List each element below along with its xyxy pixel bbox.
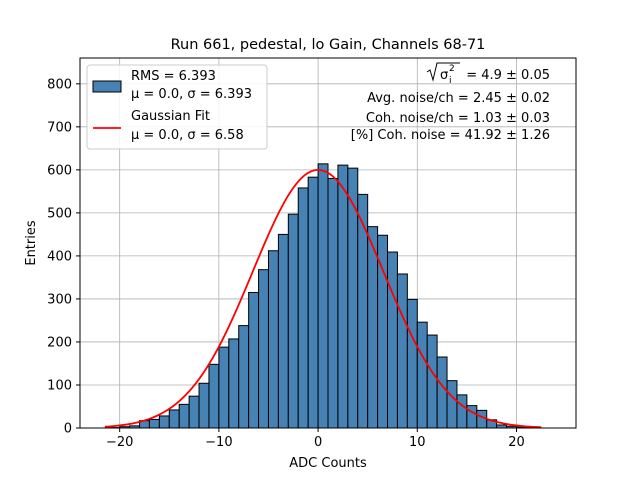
y-axis-label: Entries bbox=[24, 220, 39, 266]
sigma-symbol: σ bbox=[440, 68, 448, 83]
histogram-bar bbox=[307, 176, 319, 429]
sqrt-sigma-symbol: σ 2 i bbox=[426, 62, 460, 86]
histogram-bar bbox=[178, 403, 190, 429]
y-tick-label: 600 bbox=[47, 163, 72, 178]
sigma-superscript: 2 bbox=[449, 64, 455, 74]
gaussian-fit-curve bbox=[104, 168, 542, 429]
noise-annotations: σ 2 i = 4.9 ± 0.05 Avg. noise/ch = 2.45 … bbox=[351, 62, 550, 143]
legend-rms-params: μ = 0.0, σ = 6.393 bbox=[131, 87, 252, 102]
y-tick-label: 100 bbox=[47, 378, 72, 393]
histogram-bar bbox=[377, 234, 389, 429]
gaussian-fit-line bbox=[104, 168, 542, 429]
histogram-bar bbox=[277, 233, 289, 429]
x-axis-ticks: −20 −10 0 10 20 bbox=[106, 428, 525, 450]
chart-title: Run 661, pedestal, lo Gain, Channels 68-… bbox=[171, 37, 486, 53]
y-tick-label: 400 bbox=[47, 249, 72, 264]
histogram-bar bbox=[327, 177, 339, 429]
sigma-subscript: i bbox=[449, 76, 452, 86]
plot-frame bbox=[79, 57, 577, 429]
histogram-bars bbox=[109, 163, 537, 429]
histogram-bar bbox=[337, 164, 349, 429]
x-tick-label: 0 bbox=[314, 435, 322, 450]
x-tick-label: −20 bbox=[106, 435, 133, 450]
histogram-bar bbox=[238, 325, 250, 429]
sigma-i-value: = 4.9 ± 0.05 bbox=[466, 68, 550, 83]
y-tick-label: 0 bbox=[64, 422, 72, 437]
histogram-bar bbox=[387, 251, 398, 429]
histogram-bar bbox=[426, 334, 438, 429]
sqrt-radical-sign bbox=[426, 62, 460, 82]
histogram-bar bbox=[456, 394, 468, 429]
histogram-bar bbox=[248, 291, 260, 429]
histogram-bar bbox=[158, 415, 170, 429]
coh-noise-pct-text: [%] Coh. noise = 41.92 ± 1.26 bbox=[351, 128, 550, 143]
histogram-bar bbox=[367, 226, 379, 429]
histogram-bar bbox=[287, 213, 299, 429]
histogram-bar bbox=[218, 346, 230, 429]
y-tick-label: 300 bbox=[47, 292, 72, 307]
histogram-bar bbox=[436, 356, 448, 429]
x-axis-label: ADC Counts bbox=[289, 456, 367, 471]
histogram-bar bbox=[208, 363, 220, 429]
histogram-bar bbox=[347, 167, 359, 429]
histogram-bar bbox=[416, 321, 428, 429]
histogram-bar bbox=[446, 380, 458, 429]
legend: RMS = 6.393 μ = 0.0, σ = 6.393 Gaussian … bbox=[86, 64, 268, 150]
histogram-bar bbox=[168, 409, 180, 429]
coh-noise-text: Coh. noise/ch = 1.03 ± 0.03 bbox=[366, 111, 550, 126]
legend-rms-label: RMS = 6.393 bbox=[131, 69, 216, 84]
x-tick-label: 10 bbox=[409, 435, 426, 450]
y-tick-label: 800 bbox=[47, 77, 72, 92]
legend-fit-params: μ = 0.0, σ = 6.58 bbox=[131, 128, 244, 143]
histogram-bar bbox=[317, 163, 329, 429]
histogram-bar bbox=[228, 338, 240, 429]
legend-frame bbox=[86, 64, 268, 150]
avg-noise-text: Avg. noise/ch = 2.45 ± 0.02 bbox=[367, 91, 550, 106]
y-tick-label: 200 bbox=[47, 335, 72, 350]
histogram-bar bbox=[148, 418, 160, 429]
histogram-bar bbox=[297, 187, 309, 429]
histogram-bar bbox=[267, 250, 279, 429]
histogram-bar bbox=[188, 395, 200, 429]
x-tick-label: 20 bbox=[508, 435, 525, 450]
legend-histogram-swatch bbox=[92, 80, 122, 93]
histogram-bar bbox=[406, 298, 418, 429]
histogram-bar bbox=[258, 269, 269, 429]
x-tick-label: −10 bbox=[205, 435, 232, 450]
y-axis-ticks: 0 100 200 300 400 500 600 700 800 bbox=[47, 77, 80, 437]
histogram-bar bbox=[198, 382, 210, 429]
y-tick-label: 500 bbox=[47, 206, 72, 221]
legend-fit-label: Gaussian Fit bbox=[131, 109, 210, 124]
y-tick-label: 700 bbox=[47, 120, 72, 135]
histogram-bar bbox=[396, 273, 408, 429]
